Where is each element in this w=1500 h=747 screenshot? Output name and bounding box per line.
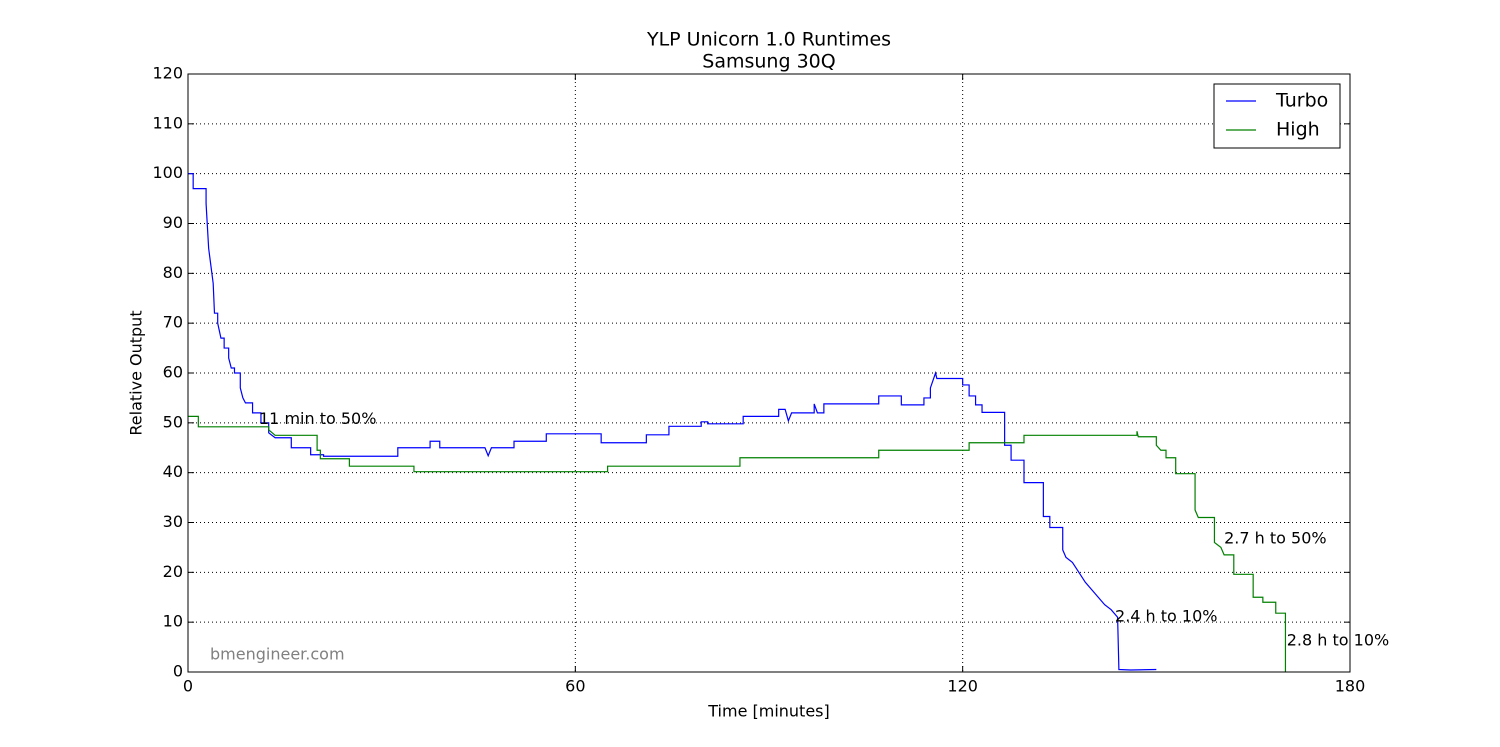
legend-label: High	[1276, 119, 1320, 141]
y-tick-label: 10	[163, 612, 183, 631]
data-line	[188, 173, 1157, 671]
annotation: 2.4 h to 10%	[1115, 607, 1217, 626]
data-line	[188, 415, 1287, 672]
annotation: 2.7 h to 50%	[1224, 528, 1326, 547]
legend-label: Turbo	[1275, 90, 1328, 112]
x-tick-label: 180	[1335, 677, 1366, 696]
y-tick-label: 30	[163, 512, 183, 531]
y-tick-label: 50	[163, 412, 183, 431]
x-tick-label: 60	[565, 677, 585, 696]
y-tick-label: 120	[152, 64, 183, 83]
x-tick-label: 120	[947, 677, 978, 696]
x-axis-label: Time [minutes]	[707, 702, 830, 721]
y-tick-label: 70	[163, 313, 183, 332]
y-tick-label: 20	[163, 562, 183, 581]
annotation: 11 min to 50%	[259, 409, 376, 428]
chart-subtitle: Samsung 30Q	[702, 51, 835, 73]
x-tick-label: 0	[183, 677, 193, 696]
y-tick-label: 0	[173, 662, 183, 681]
y-tick-label: 60	[163, 363, 183, 382]
legend-box	[1213, 83, 1341, 149]
watermark: bmengineer.com	[210, 645, 345, 664]
y-tick-label: 90	[163, 213, 183, 232]
y-tick-label: 80	[163, 263, 183, 282]
y-tick-label: 40	[163, 462, 183, 481]
y-axis-label: Relative Output	[127, 310, 146, 435]
y-tick-label: 100	[152, 163, 183, 182]
chart-title: YLP Unicorn 1.0 Runtimes	[646, 29, 891, 51]
plot-frame	[187, 73, 1351, 673]
annotation: 2.8 h to 10%	[1287, 631, 1389, 650]
y-tick-label: 110	[152, 113, 183, 132]
